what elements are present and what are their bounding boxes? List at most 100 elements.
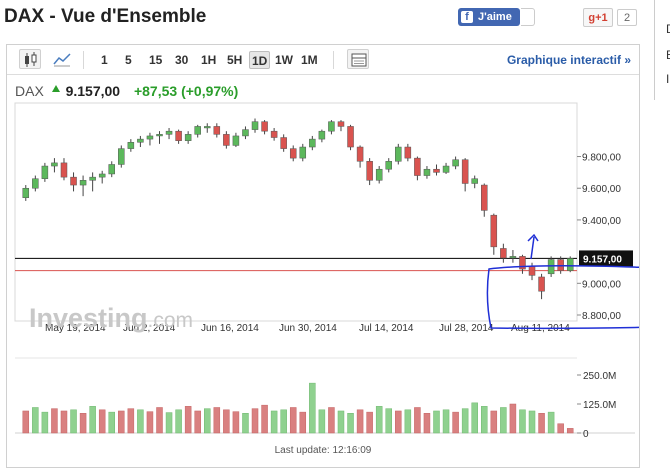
volume-bar [366, 411, 373, 434]
timeframe-1[interactable]: 1 [101, 53, 108, 67]
candle-body [318, 130, 326, 140]
timeframe-1m[interactable]: 1M [301, 53, 318, 67]
y-tick-label: 9.000,00 [582, 279, 621, 290]
last-update: Last update: 12:16:09 [274, 445, 372, 456]
volume-bar [213, 407, 221, 434]
volume-bar [309, 382, 316, 434]
candle-body [108, 164, 115, 175]
candle-body [232, 135, 240, 146]
volume-bar [89, 406, 96, 434]
toolbar-separator [83, 51, 84, 69]
x-tick-label: May 19, 2014 [45, 323, 106, 334]
candle-body [528, 265, 536, 276]
facebook-like-button[interactable]: f J'aime [458, 8, 520, 26]
facebook-like-label: J'aime [478, 11, 512, 23]
timeframe-5h[interactable]: 5H [227, 53, 243, 67]
investing-watermark: Investing.com [29, 303, 193, 334]
candle-body [519, 256, 526, 270]
volume-bar [70, 409, 77, 434]
candle-body [500, 248, 507, 259]
timeframe-5[interactable]: 5 [125, 53, 132, 67]
candle-body [309, 138, 316, 148]
candlestick-icon[interactable] [19, 49, 41, 69]
watermark-domain: .com [147, 309, 194, 332]
volume-bar [270, 410, 278, 434]
volume-bar [375, 406, 383, 434]
page-title: DAX - Vue d'Ensemble [4, 6, 207, 27]
timeframe-1h[interactable]: 1H [201, 53, 217, 67]
volume-bar [318, 409, 326, 434]
up-arrow-icon [51, 85, 60, 92]
candle-body [347, 126, 354, 148]
candle-body [471, 178, 478, 184]
timeframe-30[interactable]: 30 [175, 53, 189, 67]
google-plus-button[interactable]: g+1 [583, 8, 613, 27]
candle-body [194, 126, 201, 135]
candle-body [22, 187, 30, 198]
candle-body [137, 138, 144, 143]
timeframe-15[interactable]: 15 [149, 53, 163, 67]
candle-body [79, 180, 87, 186]
interactive-chart-link[interactable]: Graphique interactif » [506, 53, 631, 67]
table-icon[interactable] [347, 49, 369, 69]
candle-body [433, 168, 440, 173]
volume-axis-label: 125.0M [583, 400, 616, 411]
y-tick-label: 8.800,00 [582, 311, 621, 322]
candle-body [175, 130, 182, 141]
volume-bar [385, 408, 392, 434]
candle-body [366, 161, 373, 181]
timeframe-1w[interactable]: 1W [275, 53, 293, 67]
candle-body [289, 148, 297, 159]
candle-body [41, 165, 49, 179]
candle-body [51, 162, 58, 167]
candle-body [452, 159, 459, 167]
candle-body [481, 184, 488, 211]
candle-body [328, 121, 335, 132]
volume-bar [547, 411, 555, 434]
candle-body [32, 178, 39, 189]
hand-drawn-highlight-box [486, 264, 639, 330]
candle-body [461, 159, 469, 184]
candle-body [89, 176, 96, 181]
candle-body [251, 121, 259, 130]
volume-bar [223, 409, 230, 434]
candle-body [270, 130, 278, 138]
candle-body [299, 146, 307, 159]
quote-change: +87,53 (+0,97%) [133, 83, 239, 99]
price-chart[interactable]: 9.800,00 9.600,00 9.400,00 9.000,00 8.800,00… [7, 45, 639, 467]
candle-body [337, 121, 345, 127]
volume-bar [194, 410, 201, 434]
candle-body [156, 134, 163, 137]
x-tick-label: Jun 30, 2014 [279, 323, 337, 334]
volume-bar [395, 410, 402, 434]
watermark-brand: Investing [29, 303, 148, 333]
volume-bar [481, 406, 488, 434]
price-panel-border [14, 102, 578, 322]
candle-body [213, 126, 221, 135]
volume-bar [41, 411, 49, 434]
volume-bar [356, 409, 364, 434]
volume-bar [108, 411, 115, 434]
area-chart-icon[interactable] [51, 49, 73, 69]
candle-body [204, 126, 211, 129]
candle-body [223, 134, 230, 146]
x-tick-label: Jul 14, 2014 [359, 323, 414, 334]
candle-body [280, 137, 287, 149]
volume-bar [118, 410, 125, 434]
volume-bar [461, 408, 469, 434]
timeframe-1d[interactable]: 1D [249, 51, 271, 69]
candle-body [547, 259, 555, 275]
volume-bar [299, 411, 307, 434]
candle-body [242, 129, 249, 137]
google-plus-count: 2 [617, 9, 637, 26]
candle-body [566, 258, 574, 271]
volume-bar [404, 409, 412, 434]
volume-bar [60, 410, 68, 434]
volume-bar [165, 412, 173, 434]
candle-body [509, 256, 517, 259]
side-letter: I [666, 72, 670, 86]
x-tick-label: Jun 2, 2014 [123, 323, 176, 334]
volume-bar [500, 407, 507, 434]
candle-body [404, 146, 412, 159]
volume-bar [98, 409, 106, 434]
